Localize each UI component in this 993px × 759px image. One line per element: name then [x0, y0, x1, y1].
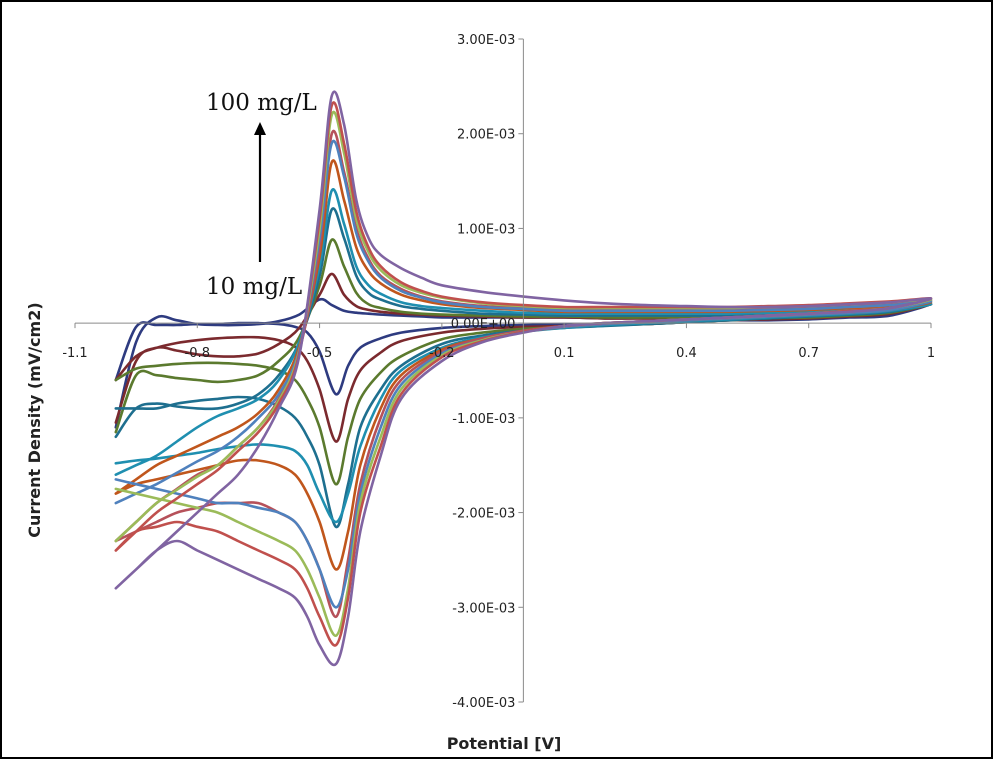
y-tick-label: 0.00E+00 — [451, 317, 516, 332]
y-ticks-group: 3.00E-03 2.00E-03 1.00E-03 0.00E+00 -1.00E-0… — [451, 33, 524, 711]
annotation-high-concentration: 100 mg/L — [206, 90, 317, 116]
increase-arrow-head — [254, 122, 266, 135]
x-ticks-group: -1.1 -0.8 -0.5 -0.2 0.1 0.4 0.7 1 — [62, 323, 935, 361]
y-tick-label: -1.00E-03 — [452, 412, 515, 427]
y-axis-title: Current Density (mV/cm2) — [25, 302, 44, 537]
y-tick-label: -3.00E-03 — [452, 601, 515, 616]
x-tick-label: 0.1 — [554, 346, 575, 361]
series-group — [114, 90, 933, 667]
y-tick-label: -4.00E-03 — [452, 696, 515, 711]
x-tick-label: -0.5 — [307, 346, 332, 361]
y-tick-label: -2.00E-03 — [452, 507, 515, 522]
x-tick-label: -0.2 — [429, 346, 454, 361]
x-tick-label: -0.8 — [185, 346, 210, 361]
x-tick-label: 1 — [927, 346, 935, 361]
x-tick-label: 0.7 — [798, 346, 819, 361]
x-tick-label: -1.1 — [62, 346, 87, 361]
y-tick-label: 1.00E-03 — [457, 222, 515, 237]
x-axis-title: Potential [V] — [447, 734, 562, 753]
series-line-11 — [114, 90, 933, 667]
annotation-low-concentration: 10 mg/L — [206, 274, 302, 300]
y-tick-label: 2.00E-03 — [457, 128, 515, 143]
x-tick-label: 0.4 — [676, 346, 697, 361]
y-tick-label: 3.00E-03 — [457, 33, 515, 48]
